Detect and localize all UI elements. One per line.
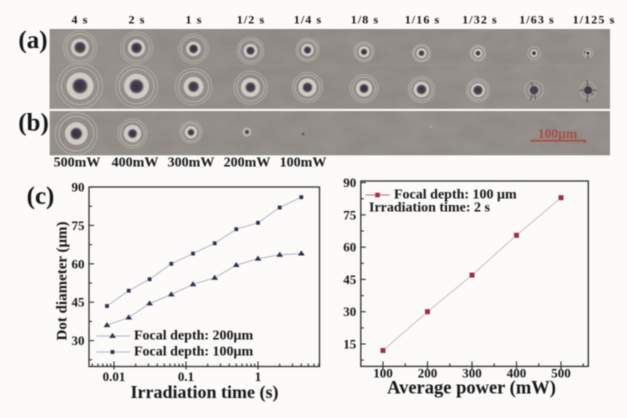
svg-text:Focal depth: 100μm: Focal depth: 100μm xyxy=(134,345,253,360)
svg-text:200: 200 xyxy=(418,366,438,381)
svg-text:400mW: 400mW xyxy=(112,156,159,171)
svg-text:45: 45 xyxy=(343,272,357,287)
svg-text:90: 90 xyxy=(72,180,85,195)
svg-text:Average power (mW): Average power (mW) xyxy=(387,379,556,399)
svg-text:1: 1 xyxy=(255,369,262,384)
svg-text:(a): (a) xyxy=(18,27,47,54)
svg-text:0.1: 0.1 xyxy=(178,369,194,384)
svg-text:45: 45 xyxy=(72,295,86,310)
svg-text:100µm: 100µm xyxy=(538,126,578,141)
svg-text:4 s: 4 s xyxy=(72,13,89,27)
svg-text:1/8 s: 1/8 s xyxy=(351,13,380,27)
svg-text:1 s: 1 s xyxy=(186,13,203,27)
svg-text:300mW: 300mW xyxy=(168,156,215,171)
svg-text:200mW: 200mW xyxy=(224,156,271,171)
svg-text:1/32 s: 1/32 s xyxy=(462,13,498,27)
svg-text:1/63 s: 1/63 s xyxy=(519,13,555,27)
svg-text:1/4 s: 1/4 s xyxy=(294,13,323,27)
svg-text:500: 500 xyxy=(551,366,571,381)
svg-text:Focal depth: 200μm: Focal depth: 200μm xyxy=(134,329,253,344)
svg-text:100: 100 xyxy=(373,366,393,381)
svg-text:0.01: 0.01 xyxy=(103,369,126,384)
svg-text:Focal depth: 100 μm: Focal depth: 100 μm xyxy=(394,188,517,203)
svg-text:(b): (b) xyxy=(18,110,49,137)
svg-text:Dot diameter (μm): Dot diameter (μm) xyxy=(55,221,71,340)
svg-text:60: 60 xyxy=(343,240,356,255)
svg-text:Irradiation time: 2 s: Irradiation time: 2 s xyxy=(369,201,490,216)
svg-text:75: 75 xyxy=(72,218,86,233)
svg-text:1/125 s: 1/125 s xyxy=(573,13,616,27)
svg-text:90: 90 xyxy=(343,175,356,190)
svg-text:100mW: 100mW xyxy=(280,156,327,171)
svg-text:300: 300 xyxy=(462,366,482,381)
svg-text:60: 60 xyxy=(72,256,85,271)
svg-text:30: 30 xyxy=(72,333,85,348)
svg-text:15: 15 xyxy=(343,337,357,352)
svg-text:2 s: 2 s xyxy=(129,13,146,27)
svg-text:400: 400 xyxy=(507,366,527,381)
svg-text:Irradiation time (s): Irradiation time (s) xyxy=(131,382,279,403)
svg-text:1/16 s: 1/16 s xyxy=(405,13,441,27)
svg-text:(c): (c) xyxy=(27,183,55,210)
svg-text:75: 75 xyxy=(343,207,357,222)
svg-text:1/2 s: 1/2 s xyxy=(237,13,266,27)
svg-text:30: 30 xyxy=(343,304,356,319)
svg-text:500mW: 500mW xyxy=(54,156,101,171)
